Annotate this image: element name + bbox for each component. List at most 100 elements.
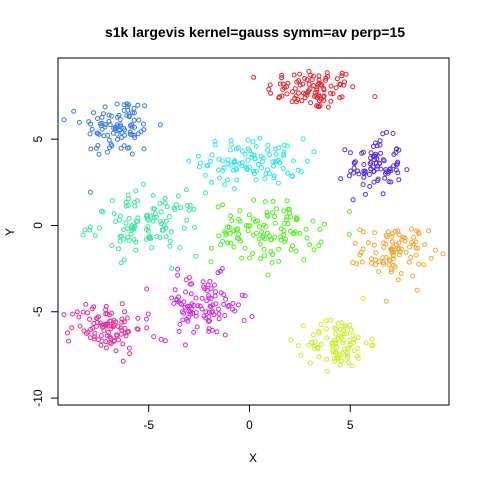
scatter-point [193, 295, 199, 301]
scatter-point [292, 229, 298, 235]
scatter-point [404, 167, 410, 173]
scatter-point [91, 304, 97, 310]
scatter-point [256, 224, 262, 230]
scatter-point [106, 112, 112, 118]
scatter-point [288, 247, 294, 252]
scatter-point [365, 240, 371, 246]
scatter-point [231, 159, 237, 165]
scatter-point [396, 246, 402, 251]
scatter-point [131, 237, 137, 242]
scatter-point [281, 151, 287, 157]
scatter-point [355, 335, 361, 341]
scatter-point [292, 86, 298, 92]
scatter-point [383, 232, 389, 238]
scatter-point [284, 91, 290, 97]
scatter-point [228, 213, 234, 219]
scatter-point [158, 209, 164, 215]
scatter-point [407, 244, 412, 250]
scatter-point [129, 132, 135, 138]
scatter-point [231, 186, 237, 192]
scatter-point [167, 238, 173, 244]
scatter-point [318, 322, 324, 327]
scatter-point [400, 234, 406, 240]
scatter-point [359, 150, 365, 156]
scatter-point [345, 346, 351, 352]
scatter-point [111, 338, 117, 344]
scatter-point [303, 226, 309, 232]
scatter-point [265, 272, 271, 278]
scatter-point [413, 245, 419, 251]
scatter-point [132, 135, 138, 140]
scatter-point [213, 301, 219, 307]
scatter-point [376, 269, 382, 275]
scatter-point [242, 293, 248, 299]
scatter-point [409, 226, 414, 232]
scatter-point [183, 277, 189, 283]
scatter-point [377, 138, 383, 144]
scatter-point [121, 257, 127, 263]
scatter-point [207, 303, 213, 309]
scatter-point [347, 150, 353, 156]
scatter-point [122, 309, 127, 315]
scatter-point [212, 293, 218, 299]
scatter-point [87, 189, 93, 195]
scatter-point [338, 334, 344, 340]
scatter-point [206, 326, 212, 332]
scatter-point [245, 146, 251, 152]
scatter-point [171, 300, 177, 306]
scatter-point [256, 236, 262, 242]
scatter-point [279, 75, 285, 81]
scatter-point [311, 332, 316, 338]
y-tick-label: 5 [31, 135, 45, 142]
scatter-point [352, 159, 358, 165]
scatter-point [167, 243, 173, 249]
scatter-point [393, 241, 399, 247]
scatter-point [308, 72, 314, 78]
scatter-point [308, 100, 314, 106]
scatter-point [103, 303, 109, 309]
scatter-point [350, 260, 356, 266]
scatter-point [351, 340, 356, 346]
scatter-point [69, 325, 75, 331]
scatter-point [244, 167, 250, 172]
scatter-point [141, 146, 147, 152]
scatter-point [220, 202, 226, 208]
scatter-point [285, 170, 291, 176]
scatter-point [184, 303, 190, 309]
scatter-point [307, 242, 313, 248]
scatter-point [91, 110, 96, 116]
scatter-point [245, 157, 251, 163]
scatter-point [294, 216, 300, 222]
scatter-point [261, 246, 267, 252]
scatter-point [249, 314, 255, 320]
scatter-point [396, 252, 402, 258]
scatter-point [282, 221, 287, 226]
scatter-point [304, 235, 310, 241]
scatter-point [220, 158, 226, 164]
scatter-point [367, 161, 373, 167]
scatter-point [228, 138, 234, 143]
scatter-point [123, 220, 129, 226]
scatter-point [350, 84, 356, 90]
scatter-point [363, 340, 369, 346]
scatter-point [216, 306, 221, 312]
scatter-point [389, 248, 395, 254]
scatter-point [339, 94, 345, 100]
scatter-point [369, 260, 374, 266]
scatter-point [225, 303, 231, 309]
scatter-point [235, 302, 241, 308]
scatter-point [341, 82, 347, 88]
scatter-point [144, 325, 150, 331]
scatter-point [216, 316, 222, 322]
scatter-point [389, 239, 395, 245]
scatter-point [182, 225, 187, 231]
scatter-point [176, 329, 182, 334]
scatter-point [145, 216, 150, 222]
scatter-point [163, 225, 169, 231]
scatter-point [426, 228, 431, 234]
scatter-point [367, 184, 373, 189]
scatter-point [272, 234, 278, 240]
scatter-point [131, 132, 137, 138]
scatter-point [355, 168, 361, 174]
scatter-point [195, 153, 201, 159]
